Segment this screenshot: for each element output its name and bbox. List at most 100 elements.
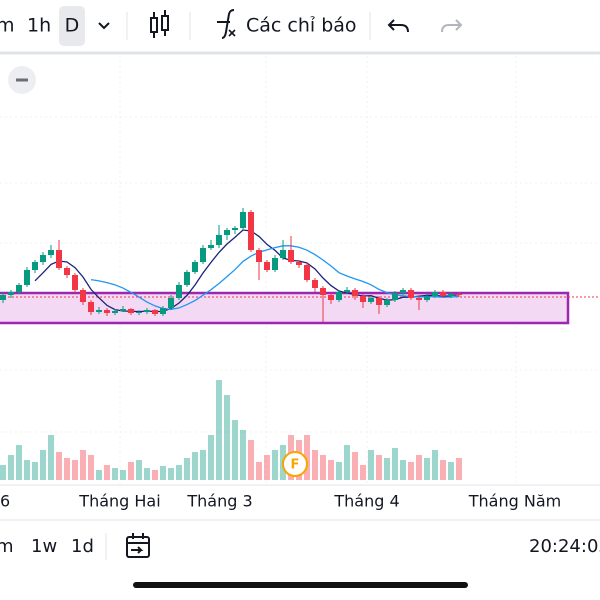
volume-bar: [8, 455, 14, 480]
candle-body: [416, 298, 422, 300]
volume-bar: [336, 462, 342, 480]
candle-body: [112, 311, 118, 313]
rectangle-drawing[interactable]: [0, 291, 570, 325]
candle-body: [224, 230, 230, 235]
volume-bar: [184, 458, 190, 480]
candle-body: [264, 262, 270, 270]
volume-bar: [120, 470, 126, 480]
volume-bar: [360, 465, 366, 480]
volume-bar: [312, 450, 318, 480]
candle-body: [368, 298, 374, 302]
interval-button[interactable]: D: [65, 15, 80, 37]
indicators-button[interactable]: Các chỉ báo: [246, 15, 357, 37]
volume-bar: [424, 458, 430, 480]
interval-button[interactable]: 1h: [27, 15, 51, 37]
candle-body: [208, 245, 214, 248]
volume-bar: [208, 435, 214, 480]
volume-bar: [432, 450, 438, 480]
dropdown-chevron[interactable]: [98, 22, 110, 30]
volume-bar: [192, 452, 198, 480]
selected-interval-bg: [59, 6, 85, 46]
volume-bar: [176, 465, 182, 480]
volume-bar: [136, 460, 142, 480]
candle-body: [176, 285, 182, 298]
volume-pane: [0, 380, 462, 480]
volume-bar: [40, 450, 46, 480]
candle-body: [184, 272, 190, 285]
candle-body: [136, 312, 142, 313]
interval-button[interactable]: m: [0, 15, 15, 37]
range-button[interactable]: m: [0, 536, 14, 557]
redo-button[interactable]: [441, 19, 463, 33]
volume-bar: [392, 448, 398, 480]
candle-body: [152, 310, 158, 314]
candle-body: [64, 268, 70, 275]
volume-bar: [304, 435, 310, 480]
candle-body: [280, 250, 286, 258]
volume-bar: [416, 455, 422, 480]
volume-bar: [104, 465, 110, 480]
candle-body: [448, 294, 454, 296]
candle-body: [160, 308, 166, 314]
candle-body: [384, 300, 390, 305]
volume-bar: [456, 458, 462, 480]
date-range-icon[interactable]: [126, 533, 150, 558]
candle-body: [72, 275, 78, 290]
event-badge[interactable]: [282, 451, 308, 477]
volume-bar: [96, 470, 102, 480]
undo-button[interactable]: [387, 19, 409, 33]
volume-bar: [80, 450, 86, 480]
volume-bar: [376, 455, 382, 480]
x-axis-label: Tháng Năm: [468, 492, 561, 511]
candle-body: [0, 295, 6, 300]
chart-type-icon[interactable]: [150, 10, 169, 38]
home-indicator: [133, 582, 468, 588]
volume-bar: [248, 440, 254, 480]
volume-bar: [200, 450, 206, 480]
volume-bar: [128, 462, 134, 480]
volume-bar: [56, 452, 62, 480]
volume-bar: [384, 458, 390, 480]
candle-body: [88, 302, 94, 312]
volume-bar: [216, 380, 222, 480]
candle-body: [432, 292, 438, 296]
volume-bar: [264, 455, 270, 480]
volume-bar: [16, 445, 22, 480]
candle-body: [456, 294, 462, 295]
candle-body: [216, 235, 222, 245]
candle-body: [424, 296, 430, 300]
candle-body: [440, 292, 446, 296]
x-axis-label: Tháng 4: [333, 492, 399, 511]
volume-bar: [24, 460, 30, 480]
candle-body: [192, 262, 198, 272]
range-button[interactable]: 1w: [31, 536, 57, 557]
candle-body: [200, 248, 206, 262]
volume-bar: [368, 450, 374, 480]
volume-bar: [320, 455, 326, 480]
volume-bar: [64, 458, 70, 480]
event-badge-label: F: [291, 458, 300, 473]
candle-body: [16, 285, 22, 292]
indicators-icon[interactable]: [217, 9, 236, 39]
candle-body: [408, 290, 414, 298]
candle-body: [96, 310, 102, 312]
candle-body: [48, 250, 54, 255]
candle-body: [24, 270, 30, 285]
volume-bar: [328, 460, 334, 480]
candle-body: [304, 265, 310, 280]
candle-body: [352, 290, 358, 296]
volume-bar: [144, 468, 150, 480]
volume-bar: [88, 455, 94, 480]
candle-body: [256, 250, 262, 262]
candle-body: [320, 288, 326, 295]
candle-body: [232, 228, 238, 230]
x-axis-label: Tháng Hai: [78, 492, 160, 511]
range-button[interactable]: 1d: [71, 536, 94, 557]
volume-bar: [168, 468, 174, 480]
candle-body: [248, 212, 254, 250]
candle-body: [344, 290, 350, 292]
x-axis-label: Tháng 3: [186, 492, 252, 511]
grid: [0, 56, 600, 485]
volume-bar: [440, 460, 446, 480]
volume-bar: [344, 445, 350, 480]
